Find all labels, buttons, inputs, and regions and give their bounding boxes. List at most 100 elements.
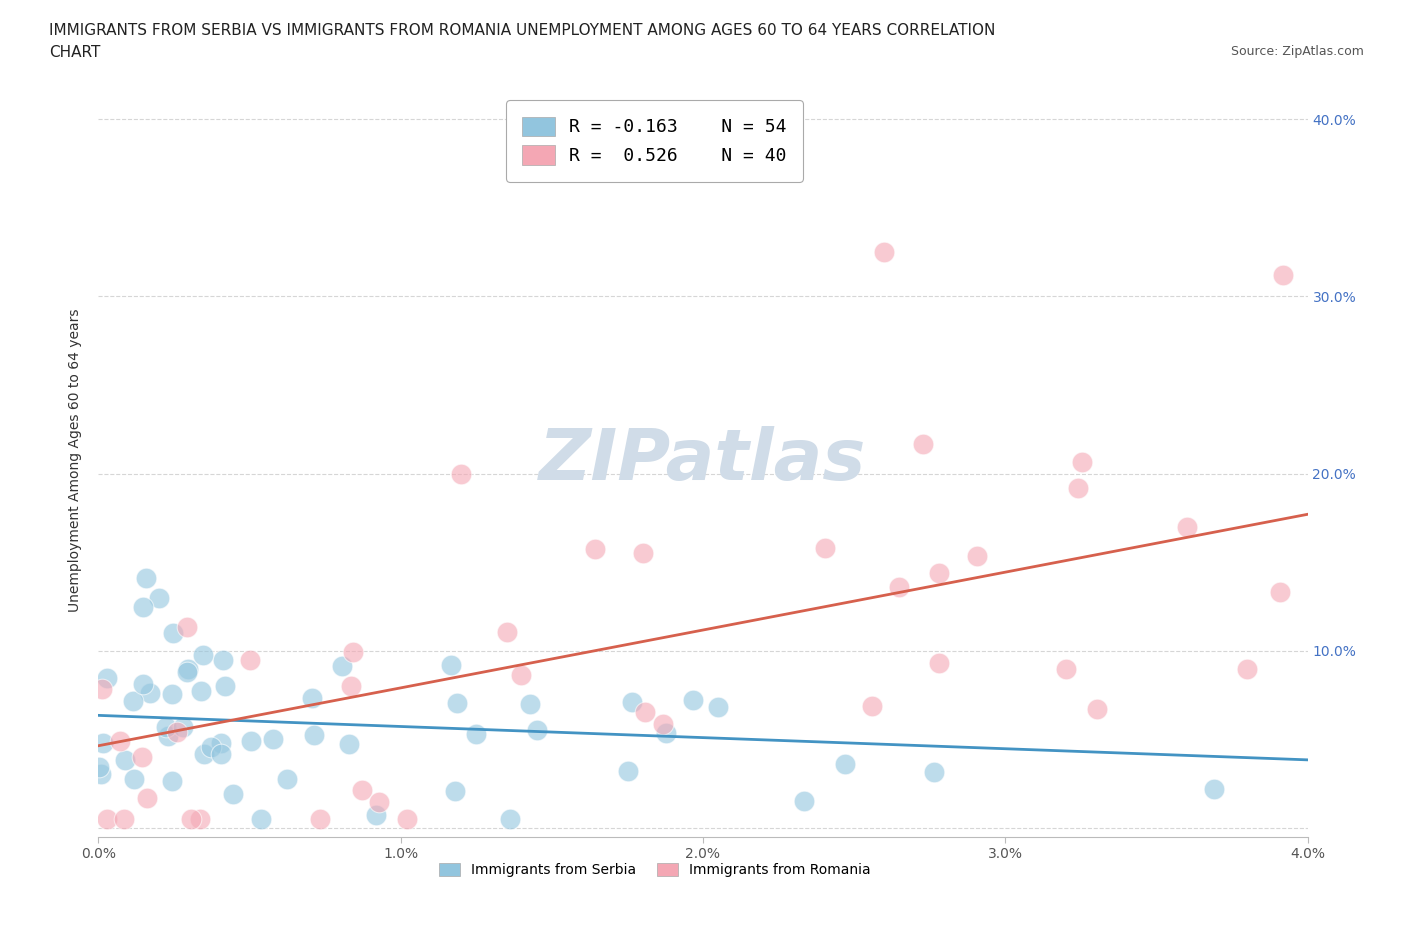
Point [634,704,657,719]
Point [96,671,118,685]
Point [155,720,177,735]
Point [193,746,215,761]
Point [176,665,198,680]
Point [340,678,363,693]
Point [583,542,606,557]
Point [707,699,730,714]
Point [180,812,202,827]
Point [131,599,153,614]
Point [112,812,135,827]
Point [90,766,112,781]
Point [440,658,463,673]
Point [240,734,263,749]
Point [131,750,153,764]
Point [193,648,215,663]
Point [342,644,364,659]
Point [889,580,911,595]
Point [110,733,132,748]
Point [330,658,353,673]
Point [214,678,236,693]
Point [509,668,531,683]
Point [911,437,934,452]
Point [444,784,467,799]
Point [309,812,332,827]
Point [526,723,548,737]
Point [121,694,143,709]
Point [1085,701,1108,716]
Point [239,652,262,667]
Point [966,549,988,564]
Point [364,807,387,822]
Point [337,737,360,751]
Point [1236,661,1258,676]
Point [211,653,233,668]
Point [368,794,391,809]
Y-axis label: Unemployment Among Ages 60 to 64 years: Unemployment Among Ages 60 to 64 years [69,309,83,612]
Point [177,661,200,676]
Point [138,685,160,700]
Point [162,626,184,641]
Point [498,812,520,827]
Point [682,692,704,707]
Point [464,727,486,742]
Point [114,752,136,767]
Point [91,736,114,751]
Point [620,695,643,710]
Point [304,727,326,742]
Point [519,696,541,711]
Point [814,540,837,555]
Point [190,684,212,698]
Text: CHART: CHART [49,45,101,60]
Point [188,812,211,827]
Point [860,698,883,713]
Point [1270,585,1292,600]
Point [496,625,519,640]
Point [631,546,654,561]
Point [928,565,950,580]
Point [793,793,815,808]
Point [96,812,118,827]
Point [124,772,146,787]
Point [352,782,374,797]
Point [655,726,678,741]
Point [160,774,183,789]
Point [200,740,222,755]
Point [135,570,157,585]
Point [446,695,468,710]
Point [617,764,640,778]
Point [301,690,323,705]
Point [250,812,273,827]
Point [834,757,856,772]
Point [1070,455,1092,470]
Text: IMMIGRANTS FROM SERBIA VS IMMIGRANTS FROM ROMANIA UNEMPLOYMENT AMONG AGES 60 TO : IMMIGRANTS FROM SERBIA VS IMMIGRANTS FRO… [49,23,995,38]
Point [262,732,284,747]
Legend: Immigrants from Serbia, Immigrants from Romania: Immigrants from Serbia, Immigrants from … [433,857,876,883]
Point [1202,781,1225,796]
Point [91,682,114,697]
Text: ZIPatlas: ZIPatlas [540,426,866,495]
Point [209,736,232,751]
Point [172,720,194,735]
Point [922,764,945,779]
Point [276,771,298,786]
Point [135,790,157,805]
Point [1175,519,1198,534]
Point [1054,661,1077,676]
Point [148,591,170,605]
Text: Source: ZipAtlas.com: Source: ZipAtlas.com [1230,45,1364,58]
Point [450,466,472,481]
Point [651,716,673,731]
Point [1067,480,1090,495]
Point [87,759,110,774]
Point [222,786,245,801]
Point [160,686,183,701]
Point [395,812,418,827]
Point [176,619,198,634]
Point [1272,267,1295,282]
Point [209,747,232,762]
Point [157,728,180,743]
Point [166,724,188,739]
Point [132,676,155,691]
Point [928,656,950,671]
Point [873,245,896,259]
